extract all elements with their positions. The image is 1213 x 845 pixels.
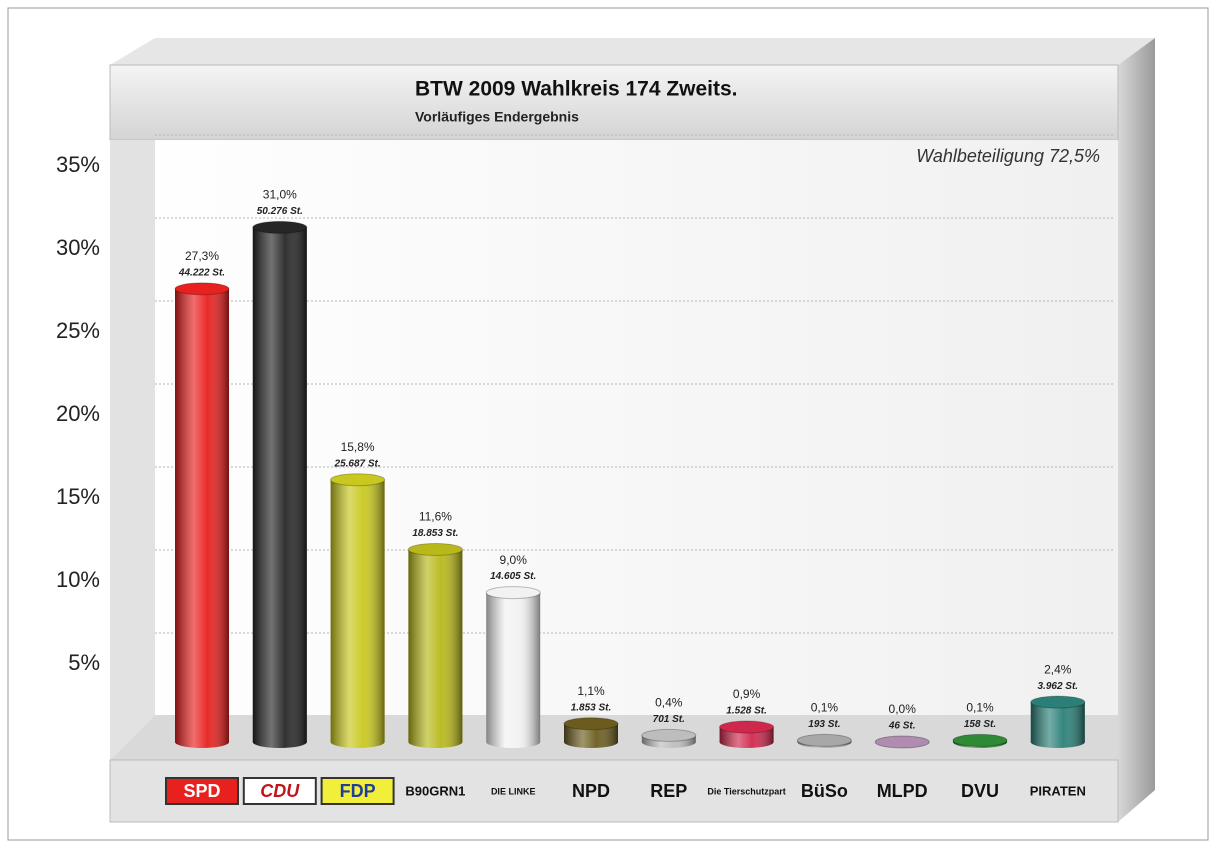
chart-subtitle: Vorläufiges Endergebnis <box>415 109 579 125</box>
bar <box>1030 695 1086 748</box>
y-tick-label: 20% <box>56 401 100 426</box>
x-tick-label: REP <box>650 781 687 801</box>
bar-top <box>1030 695 1086 709</box>
y-tick-label: 15% <box>56 484 100 509</box>
x-tick-label: DVU <box>961 781 999 801</box>
vote-label: 1.853 St. <box>571 702 612 713</box>
value-label: 31,0% <box>263 188 297 202</box>
value-label: 27,3% <box>185 249 219 263</box>
vote-label: 14.605 St. <box>490 571 536 582</box>
bar <box>485 586 541 748</box>
y-tick-label: 25% <box>56 318 100 343</box>
bar-top <box>641 728 697 742</box>
value-label: 9,0% <box>500 553 528 567</box>
vote-label: 46 St. <box>888 721 916 732</box>
value-label: 0,1% <box>811 701 839 715</box>
bar-body-shade <box>175 288 229 742</box>
vote-label: 18.853 St. <box>412 528 458 539</box>
value-label: 15,8% <box>341 440 375 454</box>
value-label: 2,4% <box>1044 662 1072 676</box>
y-tick-label: 35% <box>56 152 100 177</box>
bar-top <box>174 282 230 296</box>
bar-body-shade <box>1030 702 1085 742</box>
bar-top <box>330 473 386 487</box>
box-top <box>110 38 1155 65</box>
party-box <box>320 777 395 805</box>
vote-label: 25.687 St. <box>334 458 381 469</box>
bar-body-shade <box>330 479 385 742</box>
bar-top <box>485 586 541 600</box>
x-tick-label: SPD <box>183 781 220 801</box>
vote-label: 193 St. <box>808 719 840 730</box>
box-side <box>1118 38 1155 822</box>
chart-title: BTW 2009 Wahlkreis 174 Zweits. <box>415 78 738 101</box>
x-tick-label: MLPD <box>877 781 928 801</box>
bar <box>796 733 852 748</box>
title-band <box>109 64 1119 141</box>
vote-label: 50.276 St. <box>257 206 303 217</box>
vote-label: 1.528 St. <box>726 706 767 717</box>
value-label: 0,4% <box>655 696 683 710</box>
x-tick-label: Die Tierschutzpart <box>707 786 785 796</box>
bar <box>874 735 930 749</box>
bar-top <box>252 220 308 234</box>
bar <box>719 720 775 748</box>
value-label: 0,1% <box>966 701 994 715</box>
bar <box>641 728 697 748</box>
value-label: 1,1% <box>577 684 605 698</box>
party-box <box>165 777 239 805</box>
value-label: 0,9% <box>733 687 761 701</box>
x-tick-label: FDP <box>340 781 376 801</box>
bar <box>330 473 386 748</box>
party-box <box>242 777 317 805</box>
bar-body-shade <box>486 592 541 742</box>
vote-label: 44.222 St. <box>178 267 225 278</box>
bar-top <box>719 720 775 734</box>
bar <box>174 282 230 748</box>
value-label: 11,6% <box>419 510 452 524</box>
x-tick-label: BüSo <box>801 781 848 801</box>
bar-top <box>952 733 1008 747</box>
bar <box>407 542 463 748</box>
bar-top <box>874 735 930 749</box>
bar-top <box>563 717 619 731</box>
vote-label: 3.962 St. <box>1038 681 1079 692</box>
bar <box>952 733 1008 748</box>
x-tick-label: CDU <box>260 781 300 801</box>
x-tick-label: DIE LINKE <box>491 786 536 796</box>
vote-label: 158 St. <box>964 719 996 730</box>
bar <box>252 220 308 748</box>
bar-top <box>407 542 463 556</box>
annotation: Wahlbeteiligung 72,5% <box>916 146 1100 166</box>
bar-body-shade <box>252 227 307 742</box>
bar <box>563 717 619 748</box>
x-tick-label: B90GRN1 <box>405 783 465 798</box>
value-label: 0,0% <box>889 702 917 716</box>
x-tick-label: NPD <box>572 781 610 801</box>
bar-top <box>796 733 852 747</box>
vote-label: 701 St. <box>653 714 685 725</box>
y-tick-label: 10% <box>56 567 100 592</box>
x-tick-label: PIRATEN <box>1030 783 1086 798</box>
bar-body-shade <box>408 549 463 742</box>
y-tick-label: 5% <box>68 650 100 675</box>
y-tick-label: 30% <box>56 235 100 260</box>
left-wall <box>110 140 155 760</box>
